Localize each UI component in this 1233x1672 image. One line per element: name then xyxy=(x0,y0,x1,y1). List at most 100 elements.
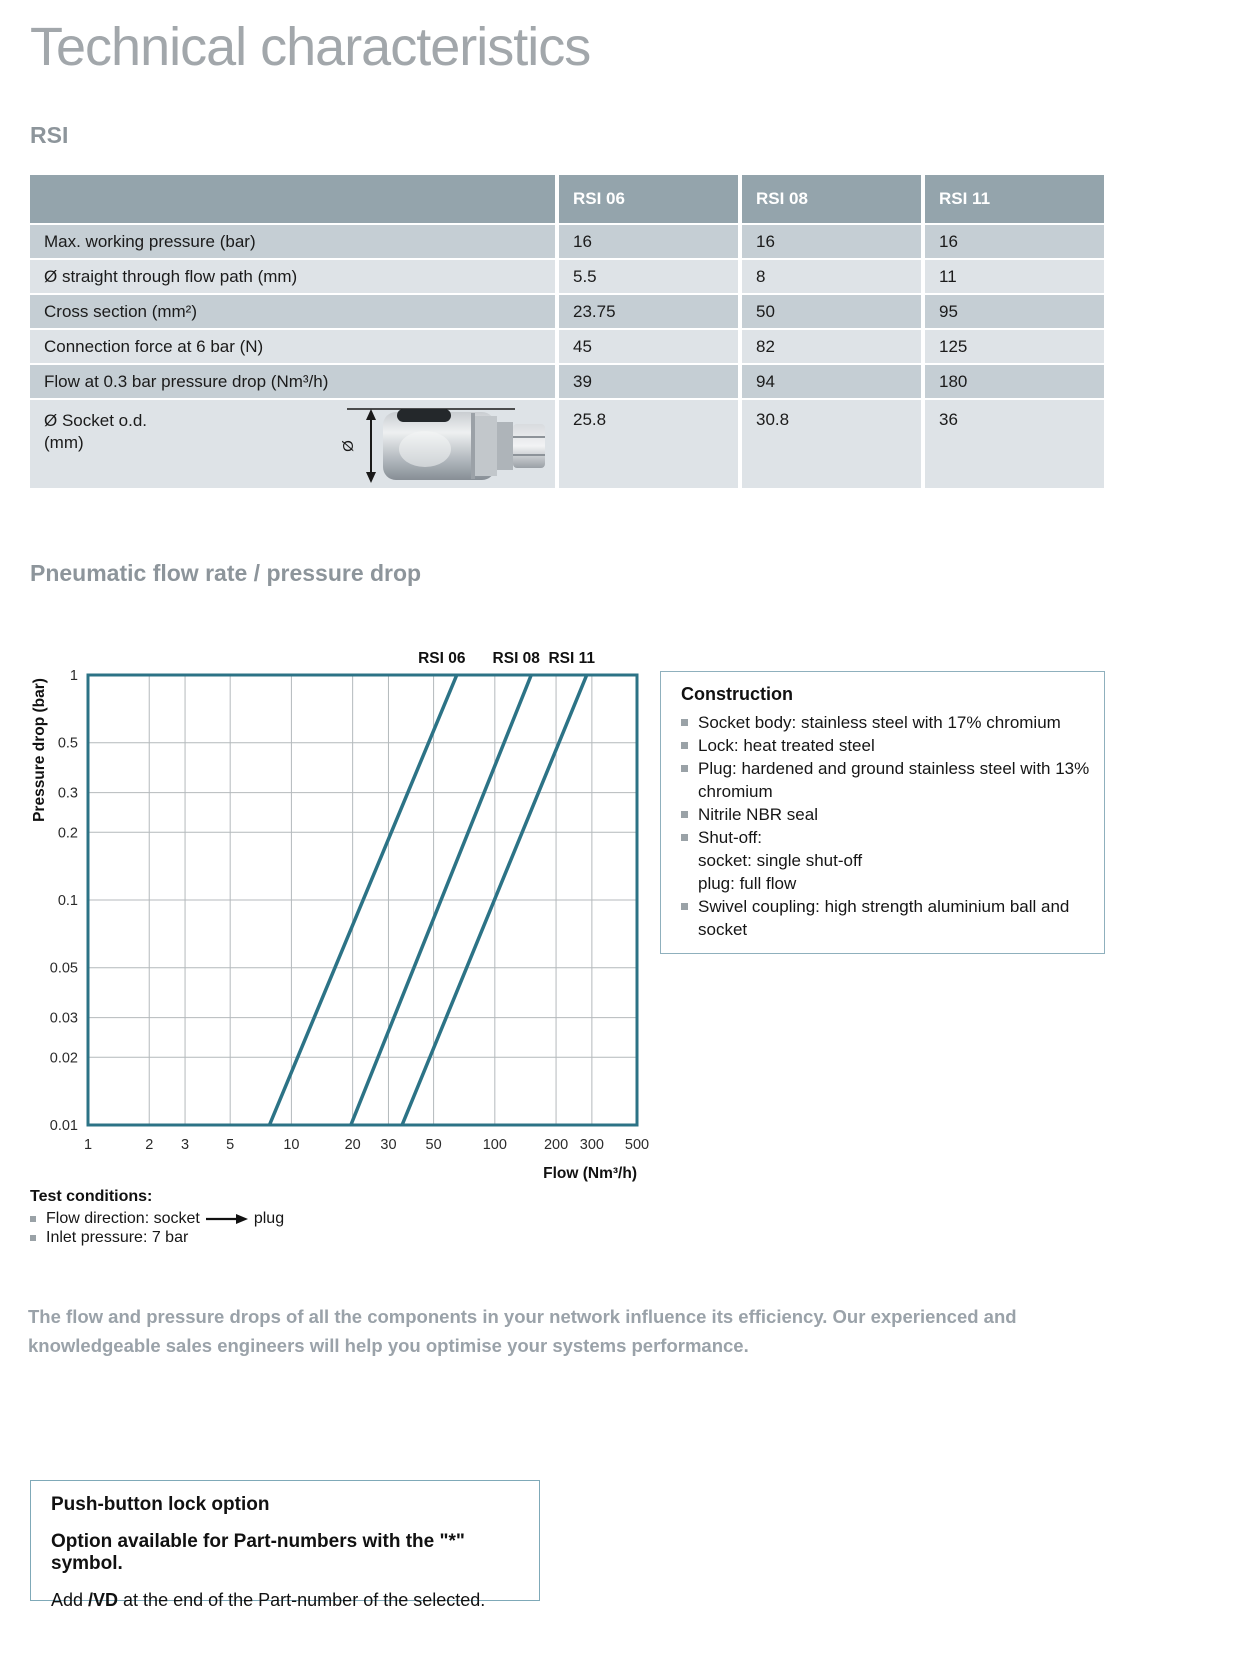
construction-item-text: Swivel coupling: high strength aluminium… xyxy=(698,897,1070,939)
note-paragraph: The flow and pressure drops of all the c… xyxy=(28,1306,1017,1356)
construction-item-text: Plug: hardened and ground stainless stee… xyxy=(698,759,1090,801)
construction-item-subline: socket: single shut-off xyxy=(698,851,863,870)
spec-table: RSI 06 RSI 08 RSI 11 Max. working pressure … xyxy=(30,175,1104,488)
push-box-bold-line: Option available for Part-numbers with t… xyxy=(51,1531,465,1574)
spec-row-label: Ø Socket o.d. (mm) Ø xyxy=(30,400,555,488)
spec-row-label: Connection force at 6 bar (N) xyxy=(30,330,555,363)
square-bullet-icon xyxy=(681,903,688,910)
push-button-lock-box: Push-button lock option Option available… xyxy=(30,1480,540,1610)
construction-item: Plug: hardened and ground stainless stee… xyxy=(681,757,1090,803)
series-line-rsi-11 xyxy=(400,674,589,1126)
construction-item-text: Lock: heat treated steel xyxy=(698,736,875,755)
test-conditions-list: Flow direction: socket plug Inlet pressure… xyxy=(30,1209,284,1247)
construction-item: Shut-off: xyxy=(681,826,1090,849)
construction-item-text: Socket body: stainless steel with 17% ch… xyxy=(698,713,1061,732)
socket-od-photo: Ø xyxy=(340,408,545,483)
construction-item-text: Shut-off: xyxy=(698,828,762,847)
x-tick-label: 500 xyxy=(625,1137,649,1153)
construction-item: Lock: heat treated steel xyxy=(681,734,1090,757)
construction-title: Construction xyxy=(681,684,793,704)
flow-pressure-drop-chart: 1 2 3 5 10 20 30 50 100 200 300 500 1 0.5 0.3 0.2 0.1 0.0… xyxy=(31,650,649,1182)
spec-value-cell: 16 xyxy=(559,225,738,258)
construction-item: Socket body: stainless steel with 17% ch… xyxy=(681,711,1090,734)
x-axis-label: Flow (Nm³/h) xyxy=(543,1165,637,1182)
spec-row-label: Max. working pressure (bar) xyxy=(30,225,555,258)
x-tick-label: 5 xyxy=(226,1137,234,1153)
spec-value-cell: 50 xyxy=(742,295,921,328)
series-line-rsi-06 xyxy=(267,674,459,1126)
series-label-rsi-06: RSI 06 xyxy=(418,650,466,667)
construction-item-text: Nitrile NBR seal xyxy=(698,805,818,824)
coupling-illustration xyxy=(383,409,545,480)
spec-row-label: Cross section (mm²) xyxy=(30,295,555,328)
test-condition-item: Flow direction: socket plug xyxy=(30,1209,284,1228)
y-tick-label: 0.05 xyxy=(50,961,78,977)
y-tick-label: 0.03 xyxy=(50,1011,78,1027)
spec-value-cell: 8 xyxy=(742,260,921,293)
spec-value-cell: 16 xyxy=(925,225,1104,258)
x-tick-label: 50 xyxy=(426,1137,442,1153)
y-tick-label: 0.3 xyxy=(58,786,78,802)
plot-border xyxy=(86,673,639,1127)
vd-code: /VD xyxy=(88,1590,119,1610)
series-label-rsi-11: RSI 11 xyxy=(548,650,595,667)
series-label-rsi-08: RSI 08 xyxy=(493,650,541,667)
add-line-suffix: at the end of the Part-number of the sel… xyxy=(118,1590,486,1610)
spec-value-cell: 30.8 xyxy=(742,400,921,488)
square-bullet-icon xyxy=(681,834,688,841)
square-bullet-icon xyxy=(681,719,688,726)
column-header-rsi-11: RSI 11 xyxy=(925,175,1104,223)
diameter-symbol: Ø xyxy=(340,440,357,452)
spec-row-label-lines: Ø Socket o.d. (mm) xyxy=(44,410,147,454)
add-line-prefix: Add xyxy=(51,1590,89,1610)
section-heading-rsi: RSI xyxy=(30,122,69,148)
column-header-rsi-08: RSI 08 xyxy=(742,175,921,223)
spec-value-cell: 180 xyxy=(925,365,1104,398)
spec-value-cell: 11 xyxy=(925,260,1104,293)
spec-value-cell: 39 xyxy=(559,365,738,398)
square-bullet-icon xyxy=(681,811,688,818)
y-tick-label: 0.2 xyxy=(58,825,78,841)
spec-row-label: Flow at 0.3 bar pressure drop (Nm³/h) xyxy=(30,365,555,398)
y-tick-label: 1 xyxy=(70,668,78,684)
x-tick-label: 30 xyxy=(380,1137,396,1153)
x-tick-label: 2 xyxy=(145,1137,153,1153)
spec-value-cell: 16 xyxy=(742,225,921,258)
test-condition-text: plug xyxy=(253,1210,285,1227)
spec-label-line2: (mm) xyxy=(44,433,84,452)
push-box-add-line: Add /VD at the end of the Part-number of… xyxy=(51,1590,519,1611)
right-arrow-icon xyxy=(205,1213,248,1224)
test-condition-text: Flow direction: socket xyxy=(46,1210,200,1227)
construction-box: Construction Socket body: stainless stee… xyxy=(660,671,1105,954)
y-tick-label: 0.1 xyxy=(58,893,78,909)
test-conditions: Test conditions: Flow direction: socket p… xyxy=(30,1188,284,1247)
square-bullet-icon xyxy=(30,1234,36,1241)
construction-item: Swivel coupling: high strength aluminium… xyxy=(681,895,1090,941)
x-tick-label: 3 xyxy=(181,1137,189,1153)
square-bullet-icon xyxy=(30,1215,36,1222)
y-tick-label: 0.02 xyxy=(50,1050,78,1066)
push-box-title: Push-button lock option xyxy=(51,1494,270,1515)
spec-value-cell: 95 xyxy=(925,295,1104,328)
construction-item-subline: plug: full flow xyxy=(698,874,797,893)
page-title: Technical characteristics xyxy=(30,17,591,77)
spec-value-cell: 82 xyxy=(742,330,921,363)
test-conditions-title: Test conditions: xyxy=(30,1188,153,1205)
spec-value-cell: 45 xyxy=(559,330,738,363)
x-tick-label: 1 xyxy=(84,1137,92,1153)
series-line-rsi-08 xyxy=(349,674,533,1126)
y-tick-label: 0.01 xyxy=(50,1118,78,1134)
dimension-arrow xyxy=(366,409,376,483)
square-bullet-icon xyxy=(681,742,688,749)
spec-value-cell: 94 xyxy=(742,365,921,398)
x-tick-label: 10 xyxy=(283,1137,299,1153)
y-tick-label: 0.5 xyxy=(58,736,78,752)
spec-value-cell: 125 xyxy=(925,330,1104,363)
x-tick-label: 100 xyxy=(483,1137,507,1153)
x-tick-label: 20 xyxy=(345,1137,361,1153)
test-condition-text: Inlet pressure: 7 bar xyxy=(46,1229,189,1246)
test-condition-item: Inlet pressure: 7 bar xyxy=(30,1228,284,1247)
spec-value-cell: 5.5 xyxy=(559,260,738,293)
y-axis-label: Pressure drop (bar) xyxy=(31,678,48,822)
